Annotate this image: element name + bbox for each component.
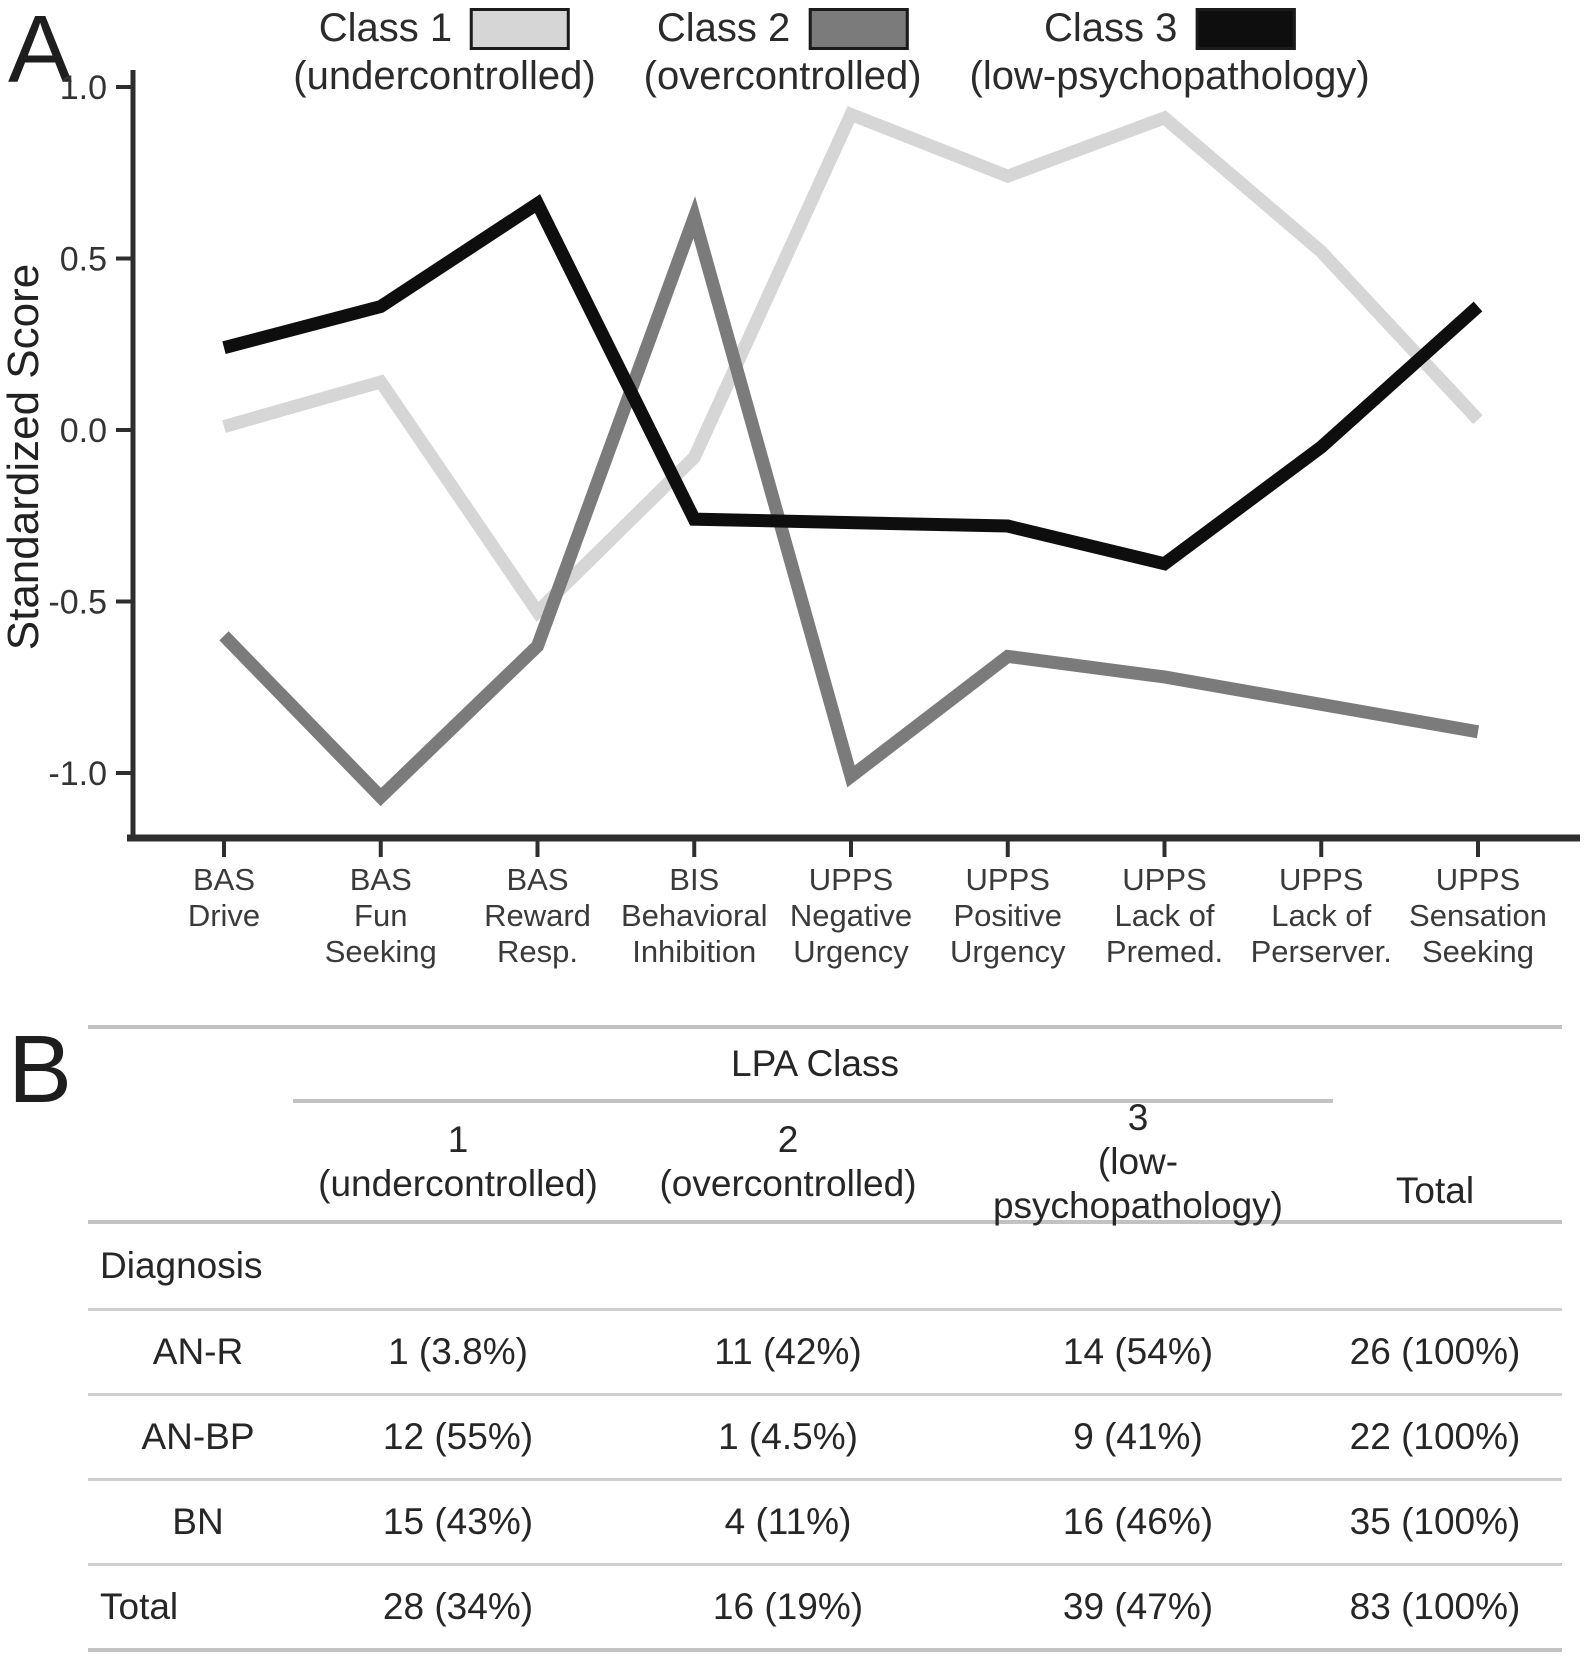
y-tick-label: 0.0 (60, 412, 107, 450)
series-layer (219, 106, 1483, 807)
table-top-rule (88, 1025, 1562, 1029)
legend-swatch-2 (808, 7, 909, 50)
x-tick-label: Reward (484, 898, 591, 933)
cell-value: 12 (55%) (382, 1416, 534, 1457)
class-3-line (222, 194, 1483, 571)
crosstab-table: LPA Class 1 (undercontrolled) 2 (overcon… (88, 1025, 1562, 1652)
row-rule (88, 1563, 1562, 1566)
x-tick-label: UPPS (1279, 862, 1363, 897)
column-header-class-3: 3 (low-psychopathology) (992, 1096, 1284, 1226)
x-tick-label: BAS (350, 862, 412, 897)
y-tick-label: 1.0 (60, 69, 107, 107)
cell-value: 9 (41%) (1073, 1416, 1203, 1457)
panel-b-label: B (8, 1016, 73, 1123)
row-rule (88, 1478, 1562, 1481)
table-section-row: Diagnosis (88, 1224, 1562, 1308)
x-tick-label: Resp. (497, 934, 578, 969)
legend-class-2-sublabel: (overcontrolled) (643, 54, 922, 98)
y-tick-label: -1.0 (48, 755, 107, 793)
x-tick-label: UPPS (1436, 862, 1520, 897)
x-tick-label: Perserver. (1251, 934, 1392, 969)
x-tick-label: Seeking (325, 934, 437, 969)
table-column-header-row: 1 (undercontrolled) 2 (overcontrolled) 3… (88, 1097, 1562, 1226)
x-tick-label: Sensation (1409, 898, 1547, 933)
cell-value: 16 (46%) (1062, 1501, 1214, 1542)
row-rule (88, 1393, 1562, 1396)
class-2-line (219, 196, 1480, 807)
x-tick-label: Negative (790, 898, 912, 933)
cell-value: 1 (3.8%) (388, 1331, 528, 1372)
table-row-bn: BN 15 (43%) 4 (11%) 16 (46%) 35 (100%) (88, 1481, 1562, 1563)
cell-value: 1 (4.5%) (718, 1416, 858, 1457)
line-chart: Standardized Score 1.00.50.0-0.5-1.0BASD… (0, 69, 1580, 969)
cell-value: 16 (19%) (712, 1586, 864, 1627)
x-tick-label: Inhibition (632, 934, 756, 969)
row-label: BN (172, 1501, 224, 1542)
x-tick-label: UPPS (966, 862, 1050, 897)
row-label: AN-R (152, 1331, 244, 1372)
y-tick-label: -0.5 (48, 584, 107, 622)
x-tick-label: UPPS (809, 862, 893, 897)
cell-value: 26 (100%) (1349, 1331, 1521, 1372)
table-group-header-row: LPA Class (88, 1029, 1562, 1099)
legend-class-2-label: Class 2 (656, 6, 791, 50)
legend-item-class-2: Class 2 (overcontrolled) (644, 6, 922, 99)
y-tick-label: 0.5 (60, 241, 107, 279)
column-header-class-2: 2 (overcontrolled) (659, 1118, 917, 1204)
cell-value: 39 (47%) (1062, 1586, 1214, 1627)
x-tick-label: Urgency (950, 934, 1066, 969)
class-1-line (222, 106, 1483, 622)
legend-item-class-1: Class 1 (undercontrolled) (293, 6, 595, 99)
table-row-an-bp: AN-BP 12 (55%) 1 (4.5%) 9 (41%) 22 (100%… (88, 1396, 1562, 1478)
cell-value: 14 (54%) (1062, 1331, 1214, 1372)
chart-legend: Class 1 (undercontrolled) Class 2 (overc… (293, 6, 1369, 99)
cell-value: 4 (11%) (724, 1501, 852, 1542)
cell-value: 15 (43%) (382, 1501, 534, 1542)
group-header-underline (293, 1099, 1333, 1103)
x-tick-label: Positive (953, 898, 1062, 933)
legend-swatch-1 (470, 7, 571, 50)
table-group-header: LPA Class (731, 1043, 899, 1084)
x-tick-label: Lack of (1115, 898, 1215, 933)
x-tick-label: Fun (354, 898, 407, 933)
x-tick-label: BAS (506, 862, 568, 897)
x-tick-label: Lack of (1271, 898, 1371, 933)
legend-swatch-3 (1195, 7, 1296, 50)
x-tick-label: Behavioral (621, 898, 767, 933)
cell-value: 22 (100%) (1349, 1416, 1521, 1457)
cell-value: 28 (34%) (382, 1586, 534, 1627)
section-label: Diagnosis (100, 1245, 263, 1286)
x-tick-label: UPPS (1122, 862, 1206, 897)
legend-class-1-sublabel: (undercontrolled) (293, 54, 596, 98)
table-bottom-rule (88, 1648, 1562, 1652)
header-rule (88, 1220, 1562, 1224)
column-header-class-1: 1 (undercontrolled) (318, 1118, 598, 1204)
legend-class-3-label: Class 3 (1043, 6, 1178, 50)
x-tick-label: BIS (669, 862, 719, 897)
row-rule (88, 1308, 1562, 1311)
panel-a-label: A (8, 0, 73, 103)
row-label: Total (100, 1586, 179, 1627)
cell-value: 83 (100%) (1349, 1586, 1521, 1627)
x-tick-label: Seeking (1422, 934, 1534, 969)
cell-value: 35 (100%) (1349, 1501, 1521, 1542)
y-axis-title: Standardized Score (0, 264, 48, 650)
legend-item-class-3: Class 3 (low-psychopathology) (970, 6, 1370, 99)
legend-class-1-label: Class 1 (318, 6, 453, 50)
x-tick-label: BAS (193, 862, 255, 897)
cell-value: 11 (42%) (714, 1331, 862, 1372)
table-row-an-r: AN-R 1 (3.8%) 11 (42%) 14 (54%) 26 (100%… (88, 1311, 1562, 1393)
x-tick-label: Premed. (1106, 934, 1223, 969)
x-tick-label: Urgency (793, 934, 909, 969)
x-tick-label: Drive (188, 898, 260, 933)
table-row-total: Total 28 (34%) 16 (19%) 39 (47%) 83 (100… (88, 1566, 1562, 1648)
axes-layer: 1.00.50.0-0.5-1.0BASDriveBASFunSeekingBA… (48, 69, 1580, 969)
column-header-total: Total (1395, 1170, 1475, 1211)
row-label: AN-BP (141, 1416, 255, 1457)
legend-class-3-sublabel: (low-psychopathology) (969, 54, 1370, 98)
